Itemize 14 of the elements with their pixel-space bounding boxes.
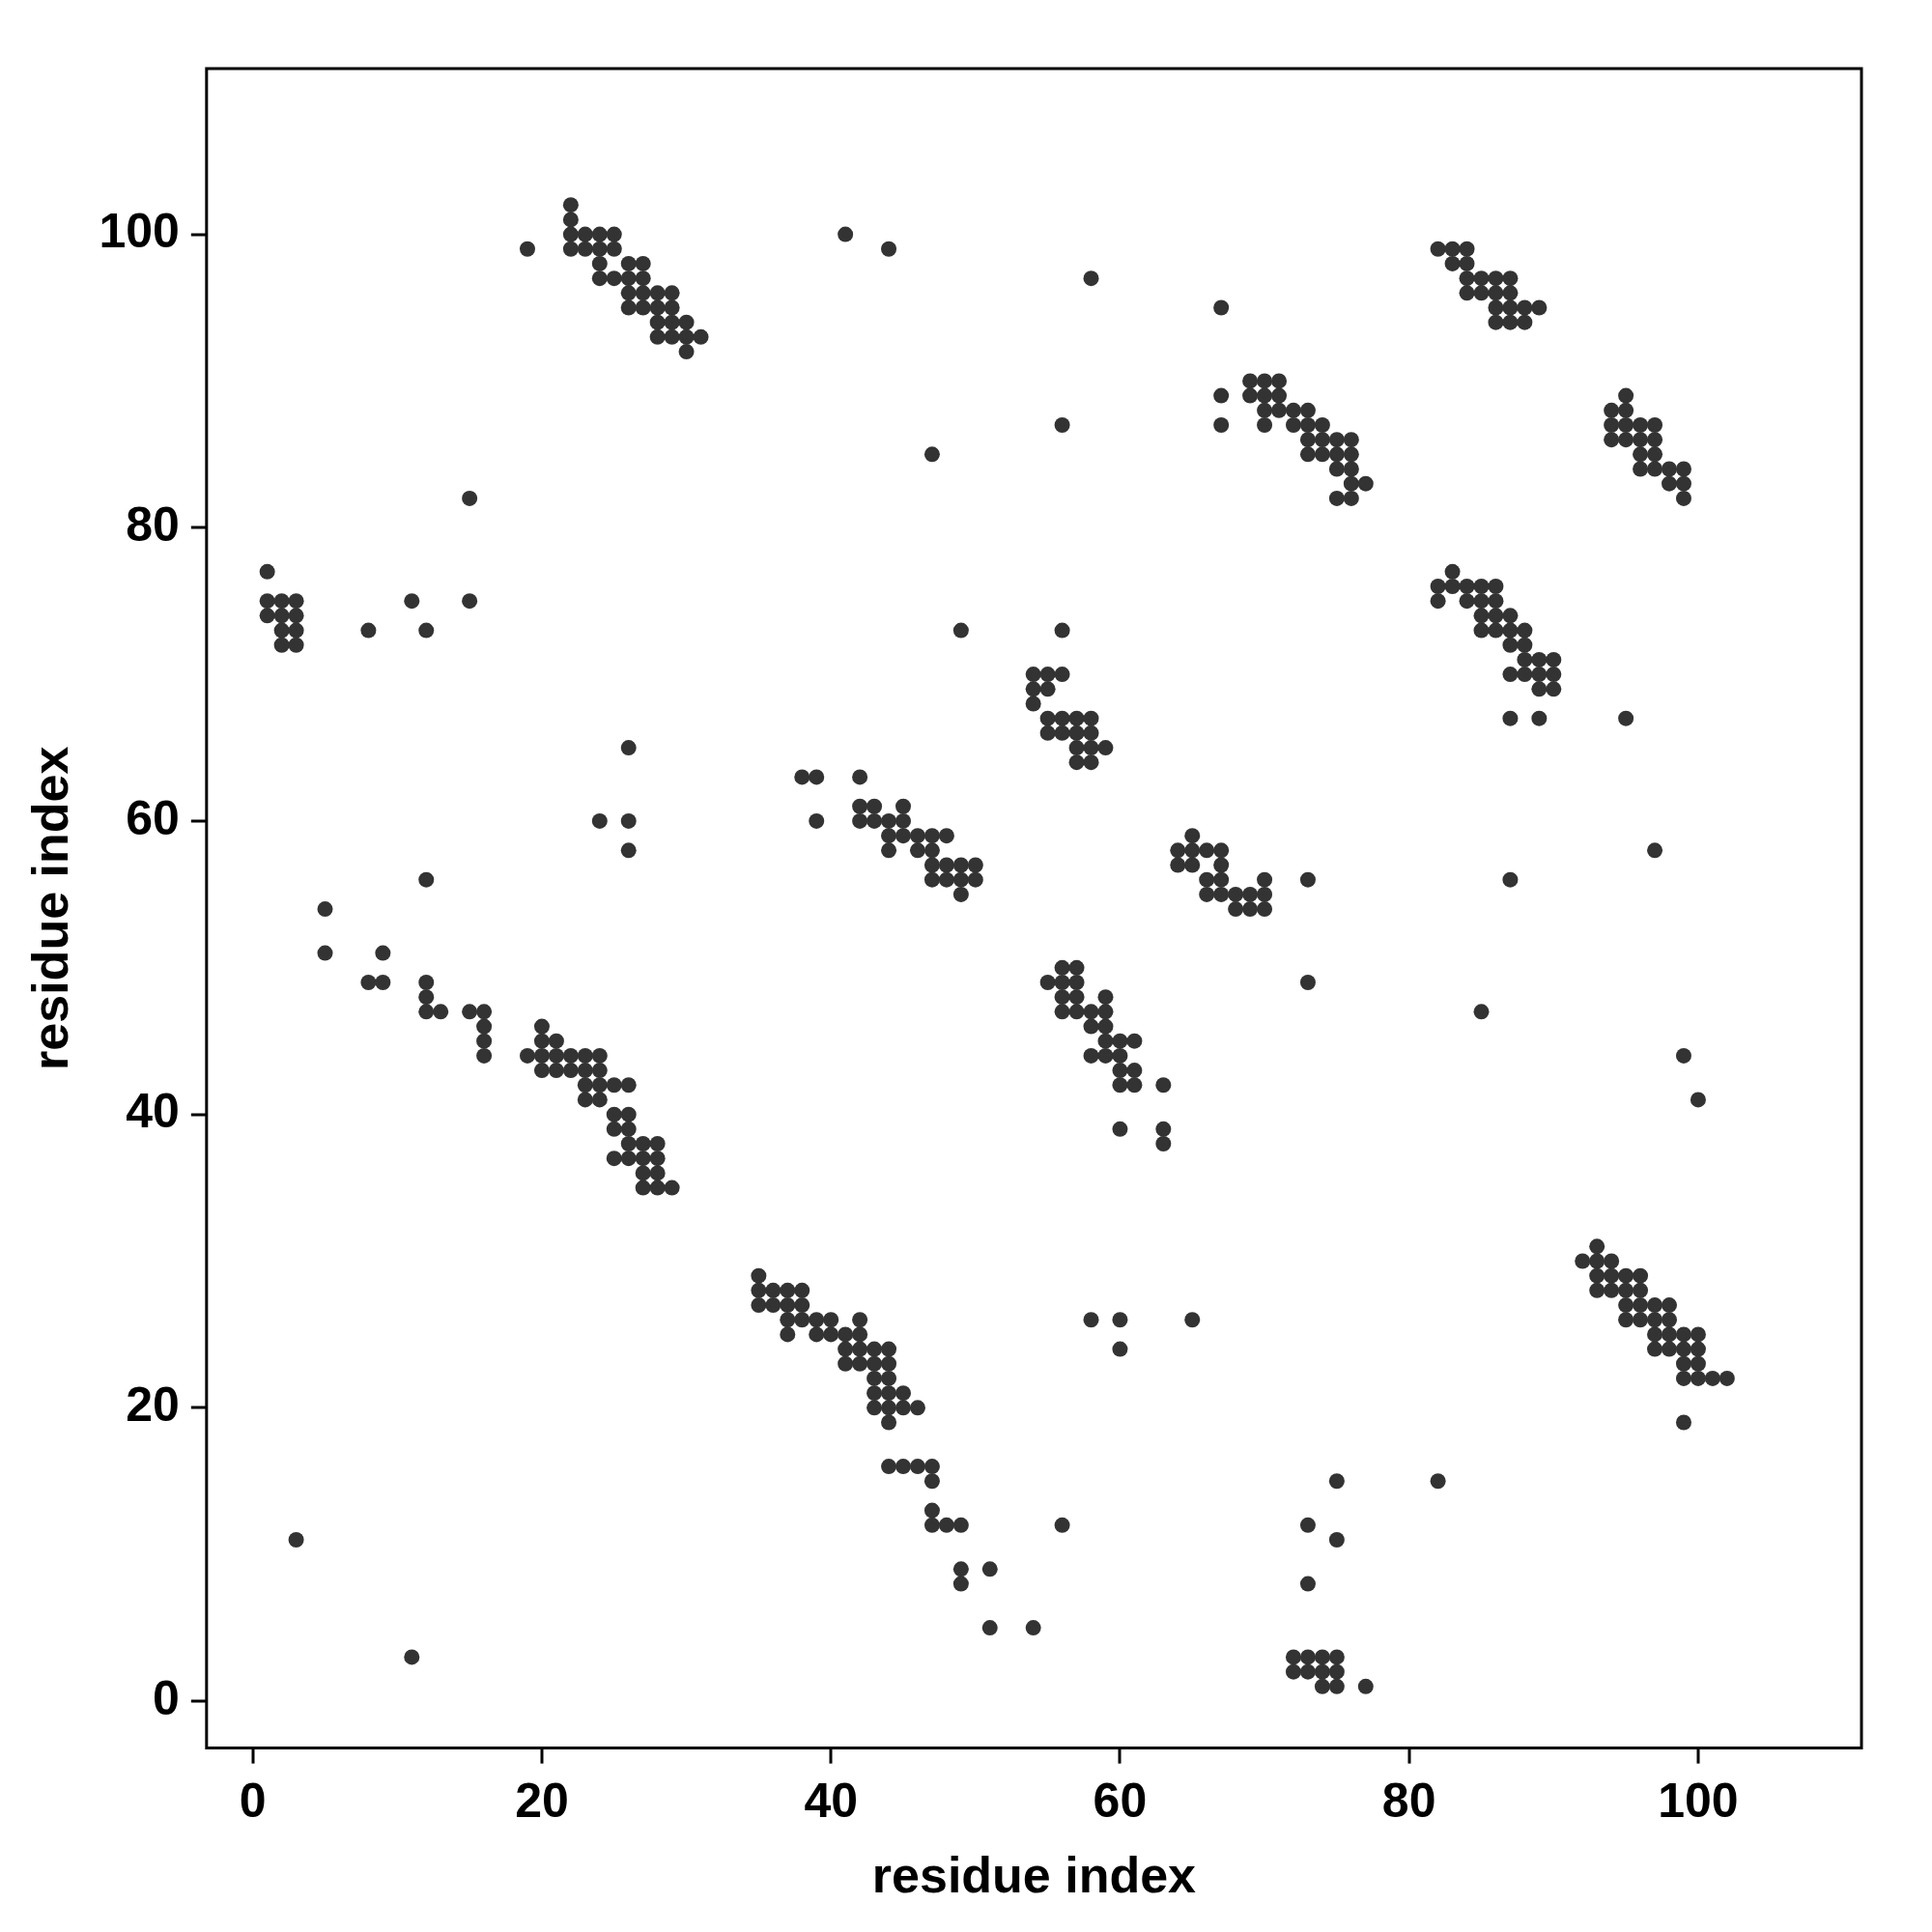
y-tick-label: 60	[126, 790, 180, 845]
x-axis-title: residue index	[871, 1847, 1197, 1904]
y-tick-label: 80	[126, 497, 180, 553]
x-tick-label: 0	[239, 1774, 267, 1829]
y-tick-label: 100	[99, 204, 180, 259]
y-tick-label: 40	[126, 1084, 180, 1139]
x-tick-label: 40	[804, 1774, 858, 1829]
x-tick-label: 100	[1658, 1774, 1739, 1829]
x-tick-label: 60	[1093, 1774, 1148, 1829]
x-tick-label: 80	[1381, 1774, 1436, 1829]
x-tick-label: 20	[515, 1774, 569, 1829]
y-axis-title: residue index	[21, 746, 78, 1070]
y-tick-label: 0	[153, 1670, 180, 1725]
y-tick-label: 20	[126, 1378, 180, 1433]
